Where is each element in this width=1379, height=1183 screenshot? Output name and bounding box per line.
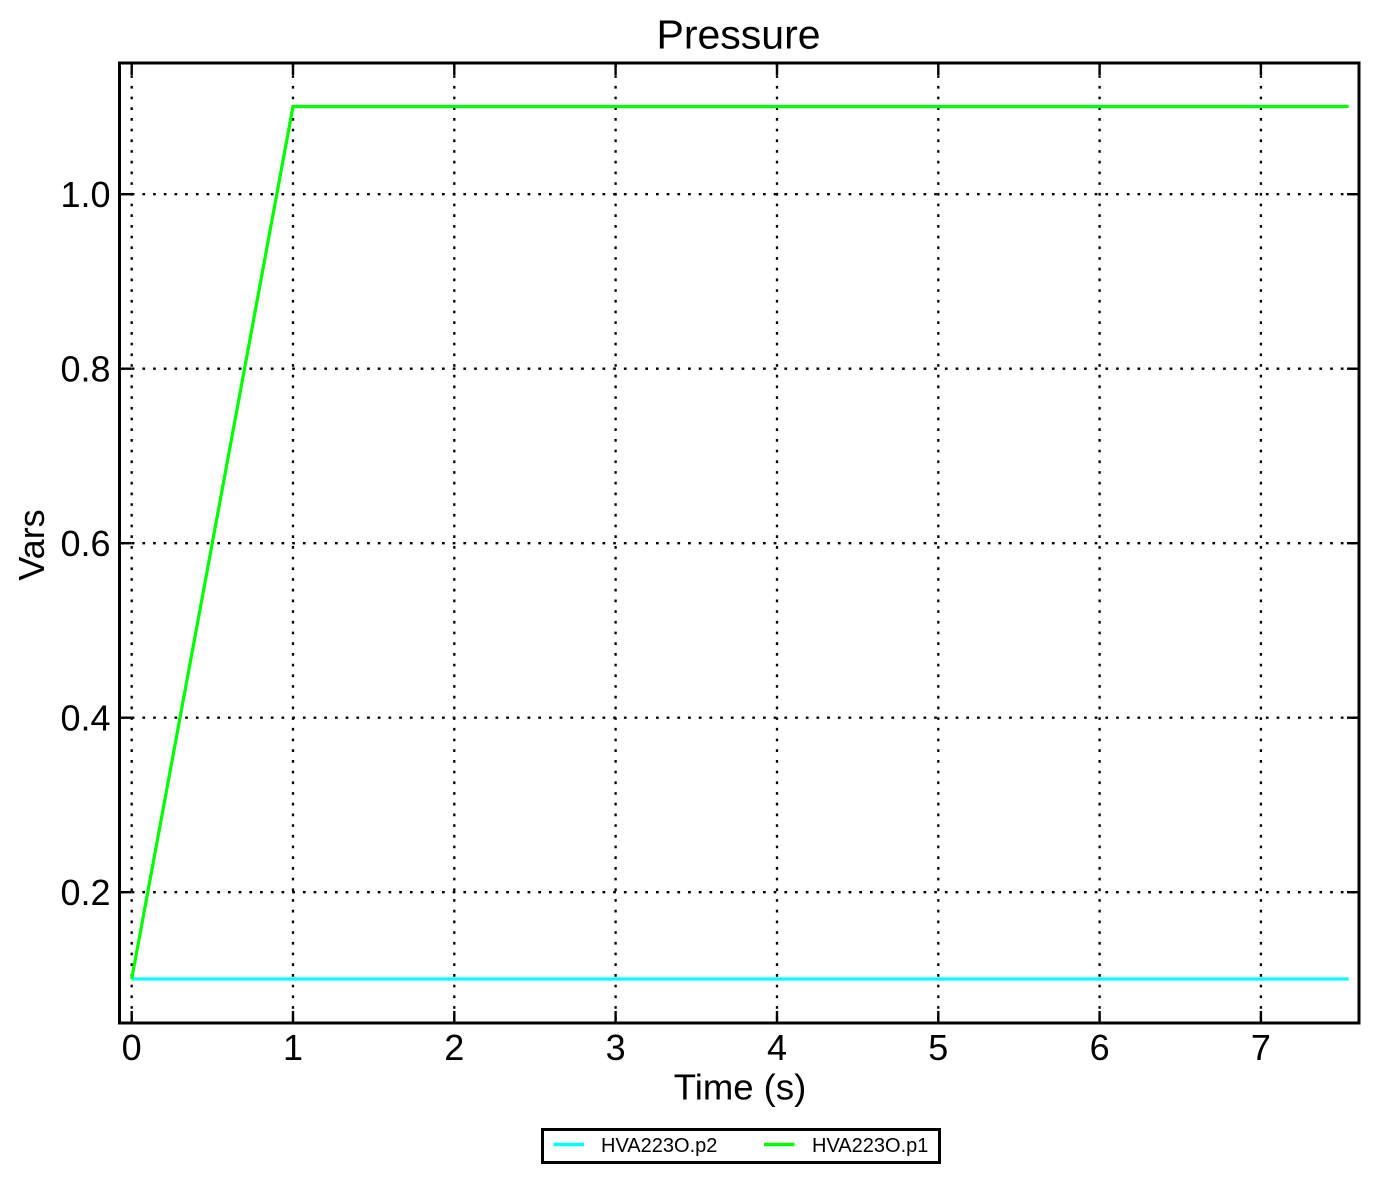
svg-text:HVA223O.p1: HVA223O.p1	[812, 1135, 928, 1157]
svg-text:7: 7	[1251, 1027, 1271, 1068]
svg-text:3: 3	[606, 1027, 626, 1068]
svg-text:Pressure: Pressure	[656, 12, 820, 58]
svg-text:2: 2	[444, 1027, 464, 1068]
svg-text:HVA223O.p2: HVA223O.p2	[601, 1135, 717, 1157]
svg-text:6: 6	[1090, 1027, 1110, 1068]
svg-text:0.4: 0.4	[60, 698, 110, 739]
svg-text:0: 0	[122, 1027, 142, 1068]
svg-text:4: 4	[767, 1027, 787, 1068]
svg-text:0.8: 0.8	[60, 349, 110, 390]
svg-text:0.2: 0.2	[60, 872, 110, 913]
svg-text:1: 1	[283, 1027, 303, 1068]
svg-text:Vars: Vars	[11, 509, 52, 580]
svg-text:5: 5	[928, 1027, 948, 1068]
svg-text:1.0: 1.0	[60, 174, 110, 215]
svg-text:Time (s): Time (s)	[674, 1067, 806, 1108]
svg-text:0.6: 0.6	[60, 523, 110, 564]
